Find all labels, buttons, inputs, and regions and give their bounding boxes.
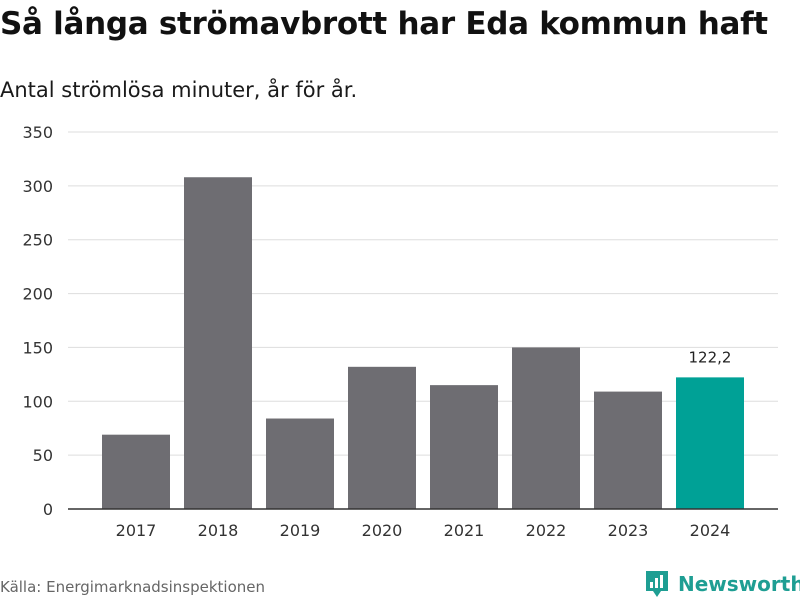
x-tick-label: 2019 xyxy=(280,521,321,540)
bar-2017 xyxy=(102,434,170,509)
chart-subtitle: Antal strömlösa minuter, år för år. xyxy=(0,78,358,102)
x-tick-label: 2023 xyxy=(608,521,649,540)
x-tick-label: 2022 xyxy=(526,521,567,540)
y-tick-label: 50 xyxy=(33,446,53,465)
y-tick-label: 300 xyxy=(22,177,53,196)
brand-name: Newsworthy xyxy=(678,572,800,596)
x-tick-label: 2018 xyxy=(198,521,239,540)
y-tick-label: 200 xyxy=(22,285,53,304)
bar-2022 xyxy=(512,347,580,509)
y-tick-label: 0 xyxy=(43,500,53,519)
newsworthy-logo-icon xyxy=(646,571,668,597)
bar-2019 xyxy=(266,418,334,509)
x-tick-label: 2024 xyxy=(690,521,731,540)
x-tick-label: 2020 xyxy=(362,521,403,540)
x-tick-label: 2017 xyxy=(116,521,157,540)
bar-2018 xyxy=(184,177,252,510)
data-label-2024: 122,2 xyxy=(689,348,732,366)
y-tick-label: 250 xyxy=(22,231,53,250)
source-note: Källa: Energimarknadsinspektionen xyxy=(0,578,266,596)
y-tick-label: 350 xyxy=(22,123,53,142)
bar-2023 xyxy=(594,391,662,509)
bar-2021 xyxy=(430,385,498,509)
chart-title: Så långa strömavbrott har Eda kommun haf… xyxy=(0,6,768,42)
newsworthy-logo: Newsworthy xyxy=(644,568,800,600)
bar-2020 xyxy=(348,366,416,509)
y-tick-label: 100 xyxy=(22,392,53,411)
bar-2024 xyxy=(676,377,744,509)
x-tick-label: 2021 xyxy=(444,521,485,540)
y-tick-label: 150 xyxy=(22,338,53,357)
